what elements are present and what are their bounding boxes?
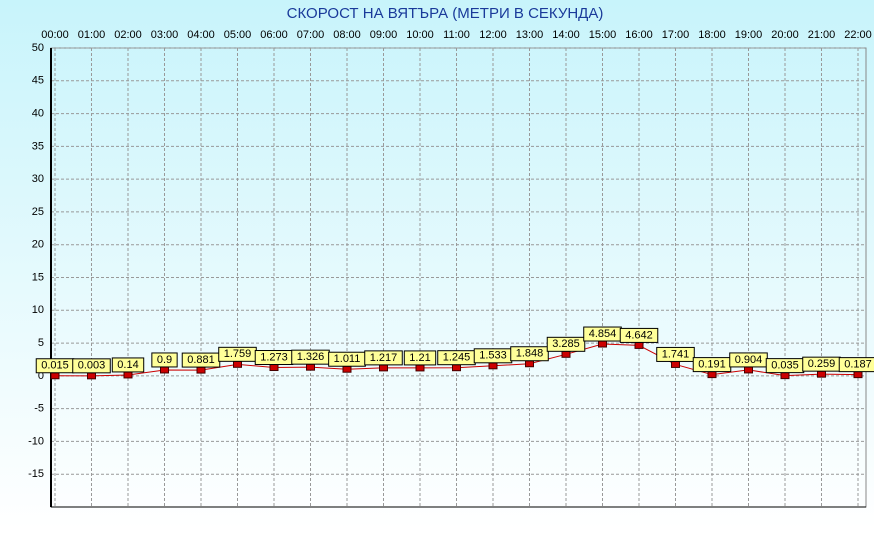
marker (598, 340, 607, 348)
y-tick-label: 0 (38, 370, 44, 382)
x-tick-label: 12:00 (479, 29, 507, 41)
value-label: 1.217 (370, 352, 398, 364)
value-label-box (619, 327, 659, 343)
value-label: 0.035 (771, 360, 799, 372)
y-tick-label: 25 (32, 206, 44, 218)
value-label-box (403, 350, 437, 366)
y-tick-label: -5 (34, 403, 44, 415)
marker (379, 364, 388, 372)
y-tick-label: -10 (28, 435, 44, 447)
value-label-box (364, 350, 403, 366)
x-tick-label: 04:00 (187, 29, 215, 41)
value-label-box (151, 352, 178, 368)
x-tick-label: 02:00 (114, 29, 142, 41)
x-tick-label: 00:00 (41, 29, 69, 41)
value-label-box (656, 346, 695, 362)
y-tick-label: 15 (32, 271, 44, 283)
value-label: 1.011 (334, 353, 361, 365)
x-tick-label: 08:00 (333, 29, 361, 41)
x-tick-label: 14:00 (552, 29, 580, 41)
y-tick-label: 50 (32, 42, 44, 54)
marker (817, 370, 826, 378)
marker (525, 360, 534, 368)
x-tick-label: 17:00 (662, 29, 690, 41)
value-label: 3.285 (552, 338, 580, 350)
x-tick-label: 19:00 (735, 29, 763, 41)
marker (561, 350, 571, 358)
marker (488, 362, 498, 370)
x-tick-label: 11:00 (443, 29, 470, 41)
value-label: 1.848 (516, 348, 544, 360)
x-tick-label: 07:00 (297, 29, 325, 41)
x-tick-label: 06:00 (260, 29, 288, 41)
marker (123, 371, 133, 379)
marker (196, 366, 206, 374)
x-tick-label: 05:00 (224, 29, 252, 41)
marker (853, 371, 863, 379)
value-label: 0.9 (157, 354, 172, 366)
x-tick-label: 09:00 (370, 29, 398, 41)
value-label-box (510, 346, 549, 362)
value-label: 0.904 (735, 354, 763, 366)
value-label: 0.881 (187, 354, 215, 366)
x-tick-label: 20:00 (771, 29, 799, 41)
value-label: 1.326 (297, 351, 325, 363)
x-tick-label: 13:00 (516, 29, 544, 41)
y-tick-label: -15 (28, 468, 44, 480)
marker (342, 365, 352, 373)
value-label: 1.21 (409, 352, 430, 364)
value-label-box (72, 358, 111, 374)
value-label: 0.14 (117, 359, 138, 371)
marker (780, 372, 790, 380)
value-label-box (838, 357, 874, 373)
value-label: 0.259 (808, 358, 836, 370)
marker (160, 366, 169, 374)
value-label: 1.759 (224, 348, 252, 360)
y-tick-label: 20 (32, 239, 44, 251)
value-label: 0.015 (41, 360, 69, 372)
y-tick-label: 40 (32, 107, 44, 119)
value-label: 4.854 (589, 328, 617, 340)
value-label: 1.741 (662, 348, 690, 360)
marker (415, 364, 425, 372)
x-tick-label: 16:00 (625, 29, 653, 41)
marker (634, 341, 644, 349)
chart-title: СКОРОСТ НА ВЯТЪРА (МЕТРИ В СЕКУНДА) (287, 5, 604, 22)
marker (269, 364, 279, 372)
value-label: 0.191 (698, 359, 726, 371)
value-label-box (111, 357, 145, 373)
marker (233, 360, 242, 368)
x-tick-label: 10:00 (406, 29, 434, 41)
value-label-box (546, 336, 586, 352)
y-tick-label: 45 (32, 75, 44, 87)
value-label: 4.642 (625, 329, 653, 341)
marker (306, 363, 315, 371)
x-tick-label: 03:00 (151, 29, 179, 41)
x-tick-label: 15:00 (589, 29, 617, 41)
marker (744, 366, 753, 374)
x-tick-label: 21:00 (808, 29, 836, 41)
value-label: 0.187 (844, 359, 872, 371)
y-tick-label: 35 (32, 140, 44, 152)
x-tick-label: 22:00 (844, 29, 872, 41)
marker (50, 372, 60, 380)
marker (671, 360, 680, 368)
y-tick-label: 30 (32, 173, 44, 185)
marker (87, 372, 96, 380)
marker (452, 364, 461, 372)
value-label: 1.533 (479, 350, 507, 362)
value-label: 1.245 (443, 352, 471, 364)
x-tick-label: 18:00 (698, 29, 726, 41)
y-tick-label: 5 (38, 337, 44, 349)
value-label: 0.003 (78, 360, 106, 372)
x-tick-label: 01:00 (78, 29, 106, 41)
value-label: 1.273 (260, 351, 288, 363)
marker (707, 371, 717, 379)
y-tick-label: 10 (32, 304, 44, 316)
